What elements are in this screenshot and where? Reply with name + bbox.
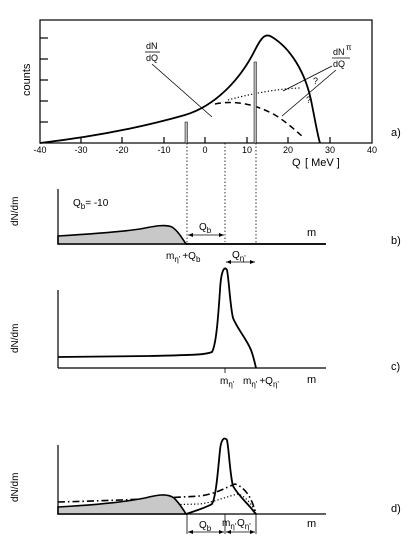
- panel-a-xunit: [ MeV ]: [305, 157, 340, 169]
- panel-a-pi-pointer-1: [282, 65, 333, 92]
- panel-c-mass-label: mη': [220, 376, 235, 389]
- xtick-label: 20: [283, 145, 293, 155]
- panel-d-qeta-arrowhead-left: [226, 530, 231, 534]
- panel-b-axis-m: m: [307, 227, 316, 239]
- panel-a-question-1: ?: [313, 76, 318, 86]
- panel-c: dN/dm mη' mη' +Qη' m c): [10, 267, 400, 389]
- panel-b-qb-label: Qb= -10: [73, 198, 109, 211]
- panel-c-threshold-plus: +Q: [259, 376, 273, 387]
- panel-b-qb-arrowhead-right: [219, 233, 224, 237]
- panel-a-y-ticks: [40, 37, 48, 123]
- panel-c-axis-m: m: [307, 374, 316, 386]
- panel-b-label: b): [391, 235, 401, 247]
- panel-d-mass-sub: η': [230, 522, 236, 531]
- panel-b-threshold-plus: +Q: [182, 251, 196, 262]
- panel-a-label: a): [391, 127, 401, 139]
- panel-a: counts -40 -30 -20 -10 0 10 20 30 40 Q […: [21, 19, 401, 169]
- panel-d-grey-fill: [57, 494, 188, 515]
- panel-b-qb-sub: b: [81, 202, 86, 211]
- panel-a-xtick-labels: -40 -30 -20 -10 0 10 20 30 40: [33, 145, 377, 155]
- panel-a-ylabel: counts: [21, 63, 33, 96]
- panel-a-pi-dQ-label: dQ: [333, 59, 345, 69]
- panel-c-mass-main: m: [220, 376, 228, 387]
- panel-b-threshold-sub: η': [174, 255, 180, 264]
- panel-a-question-2: ?: [306, 95, 311, 105]
- panel-b-qb-main: Q: [73, 198, 81, 209]
- panel-d-qb-arrowhead-left: [188, 530, 193, 534]
- panel-c-threshold-sub: η': [251, 380, 257, 389]
- xtick-label: 10: [242, 145, 252, 155]
- panel-d-qb-arrowhead-right: [219, 530, 224, 534]
- panel-a-dN-label: dN: [146, 41, 158, 51]
- panel-c-curve: [57, 267, 257, 369]
- panel-a-dQ-label: dQ: [146, 53, 158, 63]
- panel-c-ylabel: dN/dm: [10, 324, 21, 353]
- panel-a-bar-minus10: [184, 121, 188, 144]
- panel-d-mass-main: m: [222, 518, 230, 529]
- panel-d-dashdot-curve: [57, 483, 257, 515]
- xtick-label: -40: [33, 145, 46, 155]
- panel-b-gap-qeta: Qη': [232, 250, 246, 263]
- panel-a-bar-plus8: [253, 61, 257, 144]
- panel-b-qb-value: = -10: [85, 198, 109, 209]
- panel-b-threshold: mη' +Qb: [166, 251, 201, 264]
- panel-d-qeta-arrowhead-right: [250, 530, 255, 534]
- panel-c-threshold-main: m: [243, 376, 251, 387]
- panel-d-axis-m: m: [307, 518, 316, 530]
- panel-b: dN/dm Qb= -10 Qb Qη' mη' +Qb m b): [10, 189, 401, 264]
- panel-c-threshold: mη' +Qη': [243, 376, 279, 389]
- panel-d-mass-label: mη': [222, 518, 237, 531]
- panel-d-qeta-sub: η': [245, 522, 251, 531]
- panel-a-pi-sup: π: [346, 43, 352, 52]
- panel-d-qeta-main: Q: [237, 518, 245, 529]
- xtick-label: -20: [115, 145, 128, 155]
- panel-b-gap-qb: Qb: [199, 222, 212, 235]
- panel-a-pi-pointer-2: [281, 69, 337, 117]
- panel-b-ylabel: dN/dm: [10, 197, 21, 226]
- panel-b-grey-fill: [57, 224, 188, 245]
- panel-c-label: c): [391, 361, 400, 373]
- xtick-label: 30: [325, 145, 335, 155]
- panel-d-qb-main: Q: [199, 520, 207, 531]
- panel-b-gap-qeta-main: Q: [232, 250, 240, 261]
- xtick-label: 40: [367, 145, 377, 155]
- panel-b-qb-arrowhead-left: [188, 233, 193, 237]
- panel-c-mass-sub: η': [228, 380, 234, 389]
- panel-d: dN/dm Qb mη' Qη' m d): [10, 437, 401, 534]
- panel-b-gap-qeta-sub: η': [240, 254, 246, 263]
- projection-lines: [186, 143, 257, 243]
- xtick-label: 0: [202, 145, 207, 155]
- panel-b-qeta-arrowhead-right: [250, 260, 255, 264]
- panel-a-x-ticks: [80, 137, 331, 143]
- panel-b-threshold-main: m: [166, 251, 174, 262]
- panel-d-main-curve: [185, 437, 257, 515]
- panel-d-dotted-curve: [57, 493, 257, 515]
- panel-c-threshold-plus-sub: η': [273, 380, 279, 389]
- panel-d-ylabel: dN/dm: [10, 473, 21, 502]
- panel-d-label: d): [391, 503, 401, 515]
- panel-b-gap-qb-main: Q: [199, 222, 207, 233]
- panel-b-gap-qb-sub: b: [207, 226, 212, 235]
- panel-a-main-curve: [39, 34, 321, 144]
- panel-a-dashed-curve: [214, 101, 303, 137]
- panel-a-dotted-curve: [227, 87, 301, 101]
- xtick-label: -30: [74, 145, 87, 155]
- panel-d-qb-sub: b: [207, 524, 212, 533]
- panel-a-dNdQ-pointer: [151, 63, 213, 118]
- xtick-label: -10: [157, 145, 170, 155]
- panel-b-threshold-plus-sub: b: [196, 255, 201, 264]
- panel-a-xlabel: Q: [292, 157, 301, 169]
- panel-b-qeta-arrowhead-left: [226, 260, 231, 264]
- panel-a-frame: [39, 19, 373, 144]
- panel-a-pi-dN-label: dN: [333, 47, 345, 57]
- panel-d-qb-label: Qb: [199, 520, 212, 533]
- panel-d-qeta-label: Qη': [237, 518, 251, 531]
